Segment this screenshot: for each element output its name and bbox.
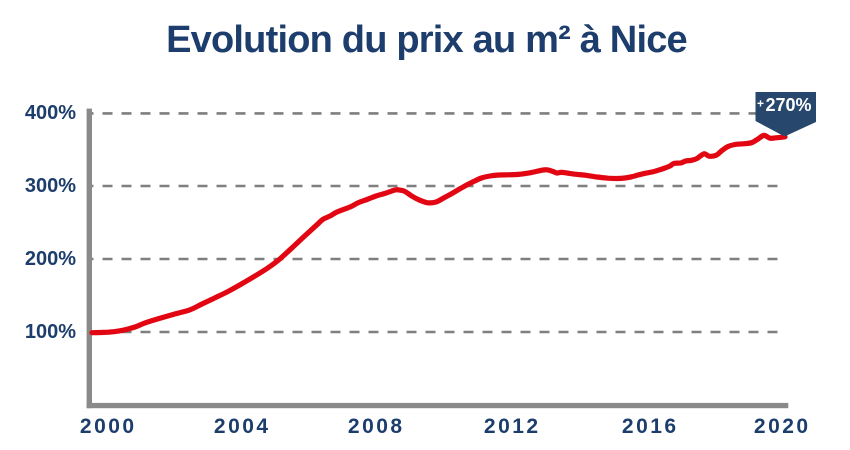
svg-text:270%: 270% — [766, 95, 812, 115]
svg-text:+: + — [757, 97, 764, 111]
